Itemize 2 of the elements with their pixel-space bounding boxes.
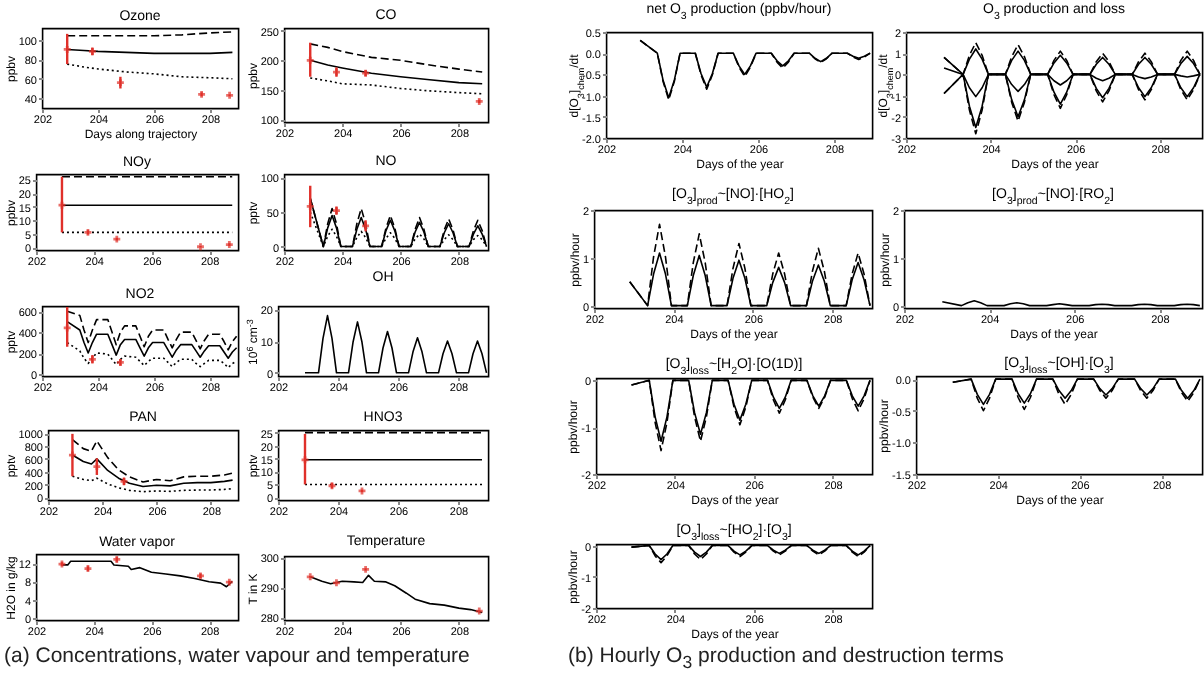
text: (a) Concentrations, water vapour and temperature (4, 644, 470, 668)
text: (b) Hourly O$_{3}$ production and destruction terms (568, 644, 1004, 673)
